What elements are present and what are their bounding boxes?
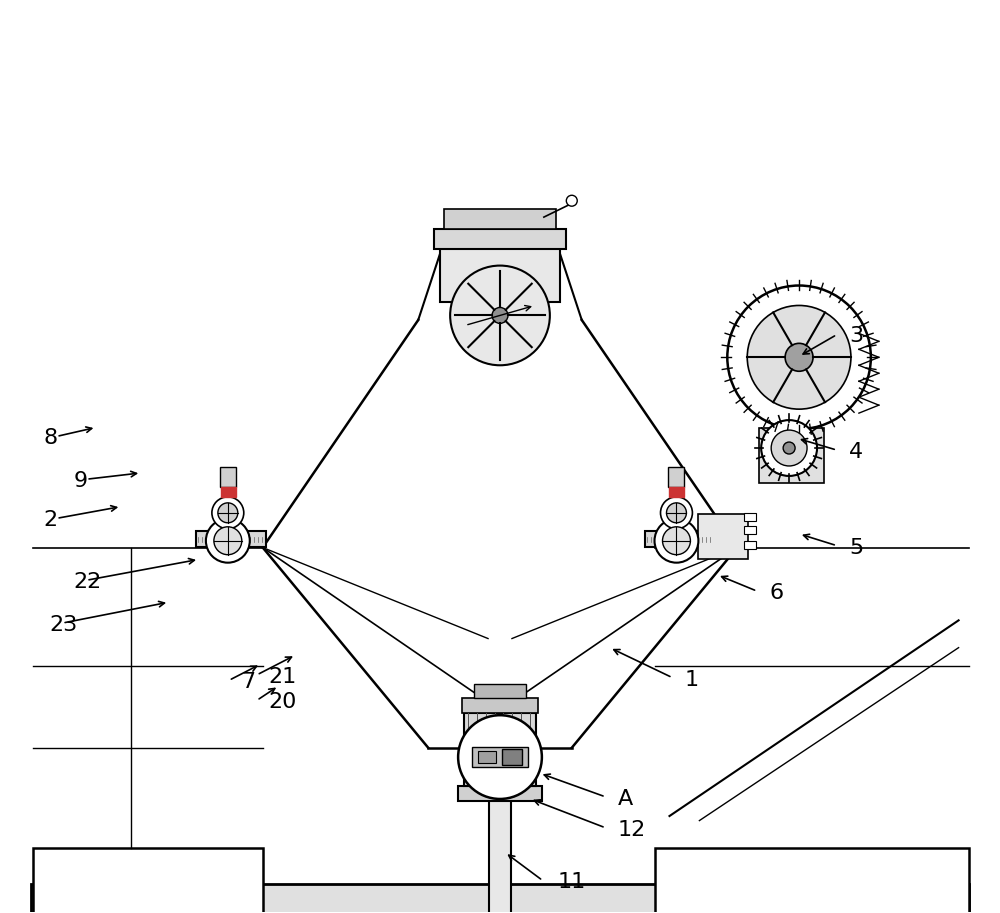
Bar xyxy=(458,786,542,801)
Bar xyxy=(744,513,756,520)
Text: 7: 7 xyxy=(241,672,255,692)
Bar xyxy=(502,749,522,765)
Bar xyxy=(444,209,556,229)
Circle shape xyxy=(761,420,817,476)
Bar xyxy=(655,848,969,913)
Text: 11: 11 xyxy=(558,873,586,893)
Circle shape xyxy=(206,519,250,562)
Text: 4: 4 xyxy=(849,442,863,462)
Bar xyxy=(759,428,824,483)
Bar xyxy=(462,698,538,713)
Text: 12: 12 xyxy=(618,820,646,840)
Circle shape xyxy=(655,519,698,562)
Circle shape xyxy=(666,503,686,523)
Bar xyxy=(472,747,528,767)
Text: 9: 9 xyxy=(73,471,87,491)
Bar xyxy=(221,487,236,497)
Bar xyxy=(698,514,748,559)
Text: 5: 5 xyxy=(849,538,863,558)
Bar xyxy=(668,467,684,487)
Circle shape xyxy=(214,527,242,555)
Text: 22: 22 xyxy=(73,572,102,593)
Text: 8: 8 xyxy=(43,428,58,448)
Circle shape xyxy=(747,306,851,409)
Circle shape xyxy=(492,308,508,323)
Bar xyxy=(477,726,505,742)
Circle shape xyxy=(212,497,244,529)
Bar xyxy=(464,713,536,748)
Bar xyxy=(744,540,756,549)
Text: A: A xyxy=(618,789,633,809)
Text: 21: 21 xyxy=(269,666,297,687)
Bar xyxy=(220,467,236,487)
Text: 23: 23 xyxy=(49,614,78,635)
Bar xyxy=(489,711,511,913)
Text: 3: 3 xyxy=(849,326,863,346)
Text: 1: 1 xyxy=(684,669,699,689)
Bar xyxy=(31,885,969,913)
Bar xyxy=(196,530,266,547)
Circle shape xyxy=(661,497,692,529)
Bar xyxy=(669,487,684,497)
Bar xyxy=(464,748,536,786)
Bar xyxy=(440,247,560,302)
Circle shape xyxy=(458,715,542,799)
Bar xyxy=(744,526,756,534)
Circle shape xyxy=(727,286,871,429)
Bar xyxy=(478,751,496,763)
Bar xyxy=(434,229,566,249)
Circle shape xyxy=(566,195,577,206)
Bar xyxy=(474,684,526,698)
Text: 2: 2 xyxy=(43,510,58,530)
Circle shape xyxy=(663,527,690,555)
Bar xyxy=(645,530,714,547)
Circle shape xyxy=(218,503,238,523)
Circle shape xyxy=(785,343,813,372)
Text: 6: 6 xyxy=(769,583,783,603)
Text: 20: 20 xyxy=(269,692,297,712)
Circle shape xyxy=(771,430,807,466)
Circle shape xyxy=(783,442,795,454)
Circle shape xyxy=(450,266,550,365)
Bar xyxy=(33,848,263,913)
